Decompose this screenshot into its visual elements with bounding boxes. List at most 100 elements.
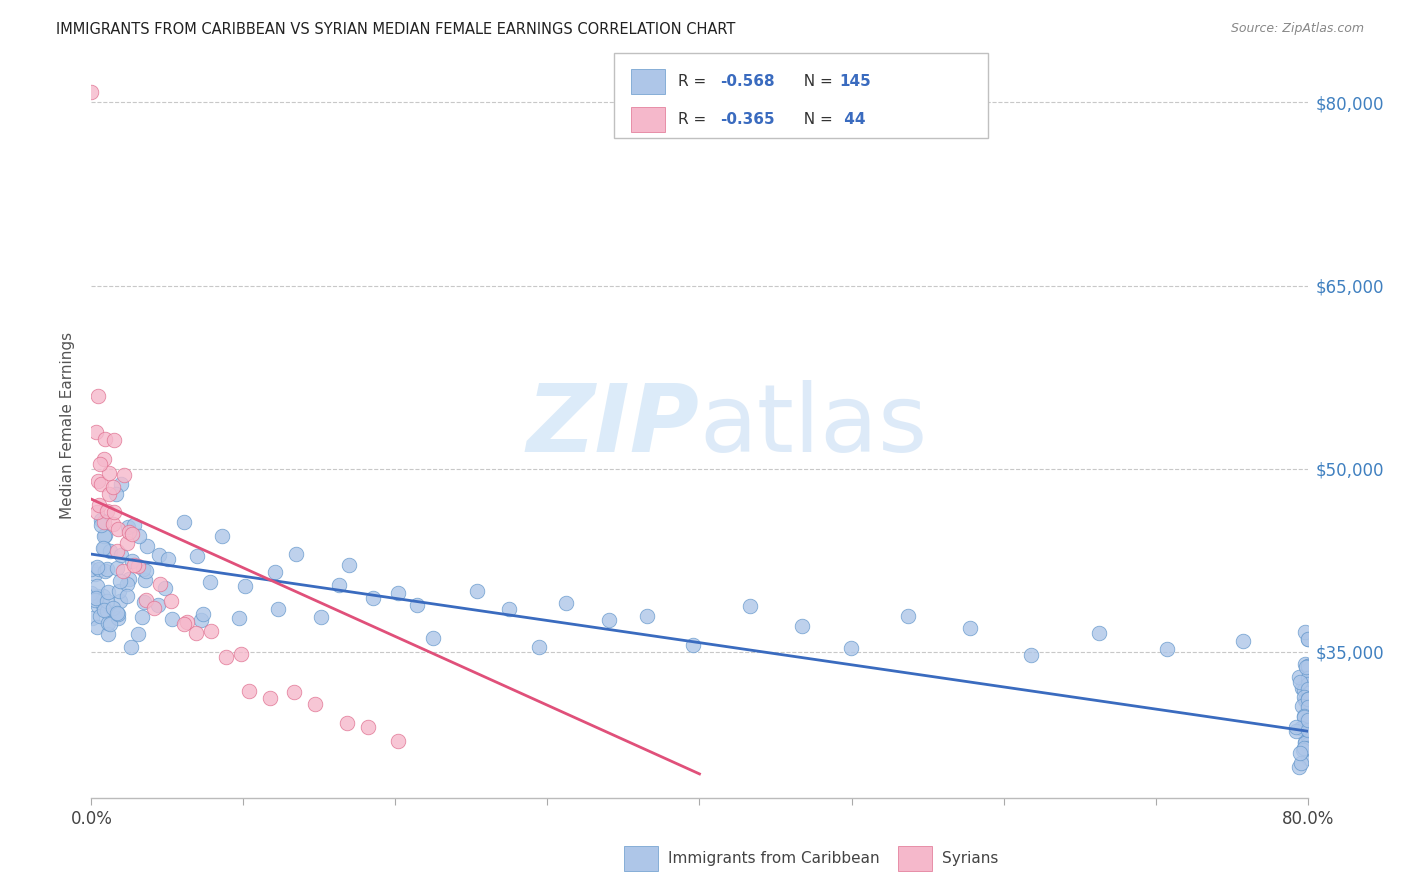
Point <box>1294 717 1316 731</box>
Point <box>309 610 332 624</box>
Point <box>1288 670 1310 684</box>
Point <box>142 601 165 615</box>
Point <box>1296 632 1319 647</box>
Point <box>1296 700 1319 714</box>
Point <box>110 549 132 563</box>
Point <box>1294 710 1316 724</box>
Point <box>93 541 115 556</box>
Text: N =: N = <box>794 112 838 127</box>
Point <box>90 477 112 491</box>
Point <box>118 525 141 540</box>
Point <box>131 610 153 624</box>
Point <box>190 613 212 627</box>
Point <box>121 527 143 541</box>
Text: ZIP: ZIP <box>527 380 699 472</box>
Point <box>1296 706 1319 720</box>
Point <box>1296 681 1319 696</box>
Point <box>1294 735 1316 749</box>
Point <box>1296 658 1319 673</box>
Point <box>107 607 129 621</box>
Point <box>176 615 198 629</box>
Point <box>1296 671 1319 685</box>
Point <box>1294 625 1316 640</box>
Point <box>1296 663 1319 677</box>
Point <box>259 690 281 705</box>
Point <box>97 585 120 599</box>
Point <box>465 583 488 598</box>
Point <box>149 577 172 591</box>
Point <box>96 627 118 641</box>
Point <box>328 578 350 592</box>
Point <box>87 474 110 488</box>
Point <box>122 518 145 533</box>
Point <box>200 574 222 589</box>
Point <box>90 518 112 533</box>
Text: R =: R = <box>678 112 711 127</box>
Point <box>112 467 135 482</box>
Point <box>361 591 384 606</box>
Point <box>83 567 105 582</box>
Point <box>101 480 124 494</box>
Point <box>115 577 138 591</box>
Point <box>91 541 114 555</box>
Point <box>98 487 121 501</box>
Point <box>89 458 111 472</box>
Point <box>96 604 118 618</box>
Point <box>738 599 761 613</box>
Point <box>555 597 578 611</box>
Point <box>86 579 108 593</box>
Point <box>1295 659 1317 673</box>
Point <box>1296 691 1319 706</box>
Point <box>134 573 156 587</box>
Point <box>96 562 118 576</box>
Point <box>87 599 110 613</box>
Point <box>336 715 359 730</box>
Point <box>128 529 150 543</box>
Point <box>86 560 108 574</box>
Point <box>104 487 127 501</box>
Point <box>94 528 117 542</box>
Point <box>132 562 155 576</box>
Point <box>160 594 183 608</box>
Point <box>235 579 257 593</box>
Point <box>105 606 128 620</box>
Point <box>122 558 145 573</box>
Point <box>1296 731 1319 745</box>
Point <box>215 650 238 665</box>
Point <box>105 560 128 574</box>
Text: R =: R = <box>678 74 711 89</box>
Y-axis label: Median Female Earnings: Median Female Earnings <box>60 333 76 519</box>
Point <box>1296 714 1319 728</box>
Point <box>120 640 142 655</box>
Point <box>1294 693 1316 707</box>
Point <box>1285 723 1308 738</box>
Point <box>86 589 108 603</box>
Point <box>1289 675 1312 690</box>
Point <box>93 529 115 543</box>
Text: Syrians: Syrians <box>942 851 998 865</box>
Point <box>191 607 214 621</box>
Point <box>80 585 103 599</box>
Point <box>1295 657 1317 671</box>
Point <box>108 584 131 599</box>
Point <box>406 598 429 612</box>
Point <box>229 647 252 661</box>
Point <box>110 574 132 588</box>
Point <box>1296 712 1319 726</box>
Point <box>1296 713 1319 727</box>
Text: Source: ZipAtlas.com: Source: ZipAtlas.com <box>1230 22 1364 36</box>
Point <box>96 594 118 608</box>
Point <box>89 562 111 576</box>
Point <box>422 631 444 645</box>
Point <box>283 685 305 699</box>
Point <box>80 562 103 576</box>
Text: N =: N = <box>794 74 838 89</box>
Point <box>238 683 260 698</box>
Point <box>1296 675 1319 690</box>
Point <box>1296 740 1319 755</box>
Point <box>304 697 326 711</box>
Point <box>1296 698 1319 712</box>
Text: 145: 145 <box>839 74 872 89</box>
Point <box>1296 632 1319 647</box>
Point <box>93 452 115 467</box>
